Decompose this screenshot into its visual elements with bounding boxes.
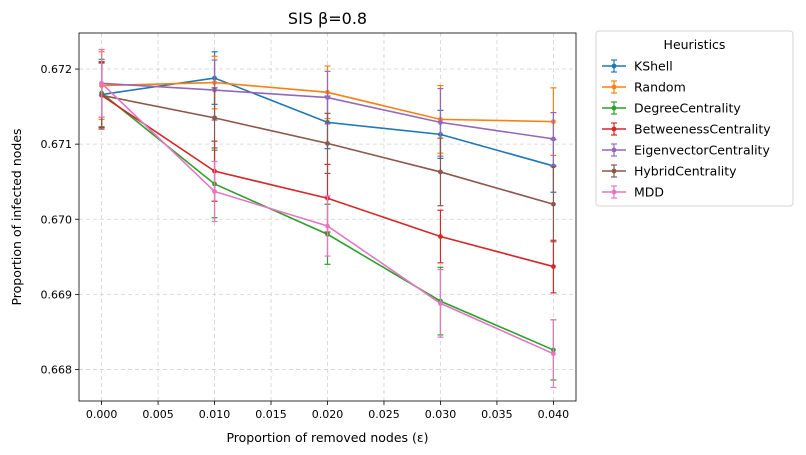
legend-item: MDD <box>602 185 664 200</box>
y-axis-label: Proportion of infected nodes <box>9 128 24 305</box>
legend-title: Heuristics <box>664 37 726 52</box>
data-point <box>99 80 104 86</box>
legend-item: Random <box>602 80 686 95</box>
series-mdd <box>98 48 557 389</box>
legend-item: EigenvectorCentrality <box>602 143 770 158</box>
x-tick-label: 0.040 <box>538 408 570 421</box>
legend-marker <box>611 63 617 69</box>
legend-label: Random <box>634 80 686 95</box>
legend-marker <box>611 147 617 153</box>
x-tick-label: 0.030 <box>425 408 457 421</box>
legend-marker <box>611 105 617 111</box>
legend-item: KShell <box>602 59 673 74</box>
legend-label: HybridCentrality <box>634 164 737 179</box>
legend-label: KShell <box>634 59 673 74</box>
legend-label: DegreeCentrality <box>634 101 741 116</box>
x-tick-label: 0.010 <box>199 408 231 421</box>
y-tick-label: 0.671 <box>41 138 73 151</box>
data-point <box>325 223 330 229</box>
data-point <box>551 351 556 357</box>
x-tick-label: 0.000 <box>86 408 118 421</box>
x-tick-label: 0.015 <box>255 408 287 421</box>
data-point <box>438 234 443 239</box>
y-tick-label: 0.672 <box>41 63 73 76</box>
data-point <box>212 189 217 194</box>
legend-label: MDD <box>634 185 664 200</box>
series-layer <box>98 48 557 389</box>
data-point <box>438 119 443 125</box>
legend-item: BetweenessCentrality <box>602 122 771 137</box>
x-tick-label: 0.020 <box>312 408 344 421</box>
legend-marker <box>611 126 617 132</box>
legend-box <box>595 30 794 207</box>
legend-item: DegreeCentrality <box>602 101 741 116</box>
data-point <box>551 264 556 269</box>
axes: 0.000 0.005 0.010 0.015 0.020 0.025 0.030 0.035… <box>41 63 570 421</box>
data-point <box>325 95 330 100</box>
legend-items: KShell Random DegreeCentrality BetweenessCe… <box>602 59 771 200</box>
data-point <box>551 201 556 207</box>
legend-marker <box>611 168 617 174</box>
legend-label: BetweenessCentrality <box>634 122 771 137</box>
data-point <box>212 115 217 121</box>
x-axis-label: Proportion of removed nodes (ε) <box>226 430 428 445</box>
chart-title: SIS β=0.8 <box>288 9 367 28</box>
legend-item: HybridCentrality <box>602 164 737 179</box>
legend-marker <box>611 189 617 195</box>
legend-marker <box>611 84 617 90</box>
legend: Heuristics KShell Random DegreeCentrality B… <box>595 30 794 207</box>
data-point <box>551 136 556 142</box>
x-tick-label: 0.005 <box>142 408 174 421</box>
data-point <box>438 169 443 175</box>
x-tick-label: 0.025 <box>368 408 400 421</box>
y-tick-label: 0.670 <box>41 213 73 226</box>
series-hybrid-centrality <box>98 60 557 243</box>
y-tick-label: 0.669 <box>41 288 73 301</box>
x-tick-label: 0.035 <box>481 408 513 421</box>
y-tick-label: 0.668 <box>41 363 73 376</box>
data-point <box>438 300 443 306</box>
legend-label: EigenvectorCentrality <box>634 143 770 158</box>
data-point <box>325 141 330 146</box>
